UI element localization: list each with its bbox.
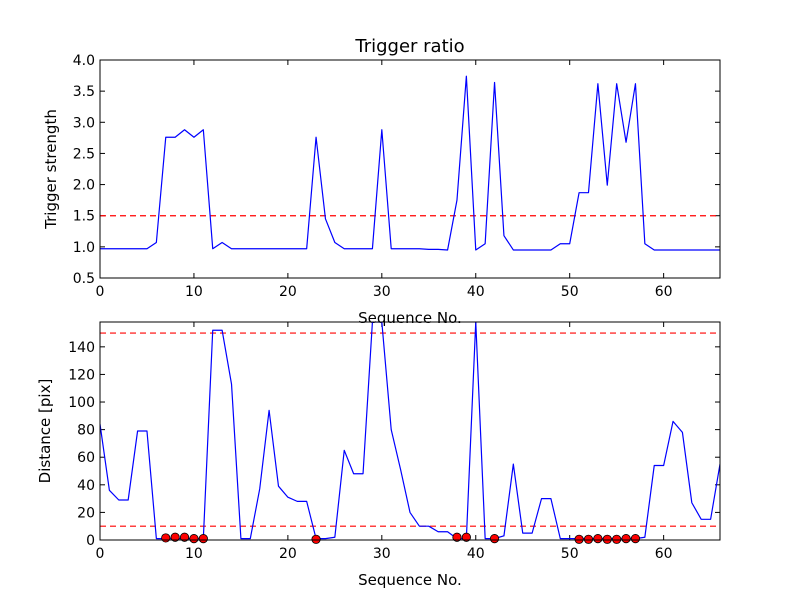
y-tick-label: 4.0 xyxy=(73,53,95,69)
y-tick-label: 140 xyxy=(68,340,95,356)
x-tick-label: 40 xyxy=(467,284,485,300)
x-tick-label: 30 xyxy=(373,284,391,300)
plot-area: 0 10 20 30 40 50 60 0.5 1.0 1.5 2.0 2.5 3.0 3.5 4.0 xyxy=(73,53,720,300)
data-point-marker xyxy=(621,534,631,544)
y-axis-label: Distance [pix] xyxy=(36,379,54,484)
x-tick-label: 0 xyxy=(96,546,105,562)
plot-marks xyxy=(100,75,720,251)
y-tick-label: 80 xyxy=(77,423,95,439)
plot-area: 0 10 20 30 40 50 60 0 20 40 60 80 100 120 140 xyxy=(68,322,720,562)
x-tick-label: 30 xyxy=(373,546,391,562)
data-point-marker xyxy=(574,534,584,544)
data-point-marker xyxy=(311,534,321,544)
plot-frame xyxy=(99,59,721,279)
x-axis-label: Sequence No. xyxy=(358,309,462,327)
x-tick-label: 60 xyxy=(655,284,673,300)
data-point-marker xyxy=(489,534,500,544)
x-tick-label: 50 xyxy=(561,284,579,300)
y-tick-label: 0.5 xyxy=(73,271,95,287)
x-tick-label: 20 xyxy=(279,546,297,562)
data-point-marker xyxy=(593,534,603,544)
x-tick-label: 40 xyxy=(467,546,485,562)
y-tick-label: 2.5 xyxy=(73,146,95,162)
x-axis-label: Sequence No. xyxy=(358,571,462,589)
data-point-marker xyxy=(170,532,180,542)
x-tick-label: 60 xyxy=(655,546,673,562)
x-tick-label: 0 xyxy=(96,284,105,300)
data-point-marker xyxy=(452,532,462,542)
data-point-marker xyxy=(198,534,208,544)
data-point-marker xyxy=(161,533,171,543)
data-point-marker xyxy=(461,532,471,542)
y-tick-label: 2.0 xyxy=(73,178,95,194)
data-point-marker xyxy=(189,534,199,544)
y-tick-label: 60 xyxy=(77,450,95,466)
data-point-marker xyxy=(630,534,641,544)
series-line xyxy=(100,75,720,251)
y-tick-label: 3.5 xyxy=(73,84,95,100)
y-tick-label: 1.0 xyxy=(73,240,95,256)
x-tick-label: 10 xyxy=(185,284,203,300)
data-point-marker xyxy=(179,532,190,542)
data-point-marker xyxy=(612,534,622,544)
x-tick-label: 20 xyxy=(279,284,297,300)
y-tick-label: 40 xyxy=(77,478,95,494)
y-tick-label: 120 xyxy=(68,367,95,383)
x-tick-label: 10 xyxy=(185,546,203,562)
chart-distance: 0 10 20 30 40 50 60 0 20 40 60 80 100 120 140 Sequence… xyxy=(36,321,721,589)
y-tick-label: 1.5 xyxy=(73,209,95,225)
data-point-marker xyxy=(583,534,594,544)
chart-title: Trigger ratio xyxy=(354,36,464,57)
y-axis-label: Trigger strength xyxy=(42,109,60,230)
y-tick-label: 0 xyxy=(86,533,95,549)
data-point-marker xyxy=(602,534,612,544)
y-tick-label: 100 xyxy=(68,395,95,411)
x-tick-label: 50 xyxy=(561,546,579,562)
y-tick-label: 3.0 xyxy=(73,115,95,131)
y-tick-label: 20 xyxy=(77,505,95,521)
plot-frame xyxy=(99,321,721,541)
